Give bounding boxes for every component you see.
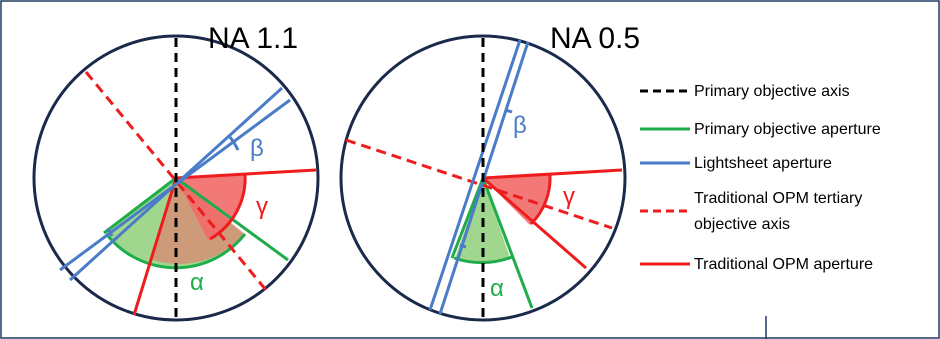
legend-item-tertiary-axis: Traditional OPM tertiary objective axis <box>640 190 862 233</box>
right-blue-line-a <box>428 39 522 311</box>
right-title: NA 0.5 <box>550 22 640 55</box>
right-gamma-wedge <box>483 175 551 225</box>
legend-item-opm-aperture: Traditional OPM aperture <box>640 256 873 273</box>
legend-label: objective axis <box>694 216 790 233</box>
right-alpha-label: α <box>490 275 504 302</box>
left-blue-line-b <box>68 86 284 282</box>
diagram-na-1-1: NA 1.1 β γ α <box>32 22 320 322</box>
diagram-na-0-5: NA 0.5 β γ α <box>339 22 640 322</box>
legend-item-primary-axis: Primary objective axis <box>640 83 850 100</box>
right-red-aperture-lower <box>482 176 587 270</box>
left-title: NA 1.1 <box>208 22 298 55</box>
right-red-aperture-upper <box>482 168 623 180</box>
legend-label: Primary objective axis <box>694 83 850 100</box>
legend-label: Primary objective aperture <box>694 121 881 138</box>
right-gamma-label: γ <box>563 183 575 210</box>
left-gamma-label: γ <box>256 193 268 220</box>
right-beta-label: β <box>513 112 527 139</box>
left-alpha-label: α <box>190 269 204 296</box>
legend-label: Traditional OPM tertiary <box>694 190 862 207</box>
right-beta-arc <box>504 108 513 114</box>
left-gamma-wedge-lower <box>150 178 245 264</box>
left-beta-arc-lower <box>106 227 114 237</box>
left-green-aperture-left <box>103 176 177 235</box>
legend-label: Lightsheet aperture <box>694 155 832 172</box>
left-gamma-arc <box>209 173 247 241</box>
right-red-dashed-axis <box>345 138 613 230</box>
legend-label: Traditional OPM aperture <box>694 256 873 273</box>
legend: Primary objective axis Primary objective… <box>640 83 881 273</box>
left-red-aperture-lower <box>132 177 178 316</box>
right-beta-arc-lower <box>459 243 467 249</box>
left-beta-arc <box>228 136 240 151</box>
right-gamma-arc <box>529 174 552 226</box>
right-green-aperture-right <box>481 177 534 309</box>
legend-item-primary-aperture: Primary objective aperture <box>640 121 881 138</box>
left-beta-label: β <box>250 135 264 162</box>
right-green-aperture-left <box>450 177 485 259</box>
legend-item-lightsheet: Lightsheet aperture <box>640 155 832 172</box>
